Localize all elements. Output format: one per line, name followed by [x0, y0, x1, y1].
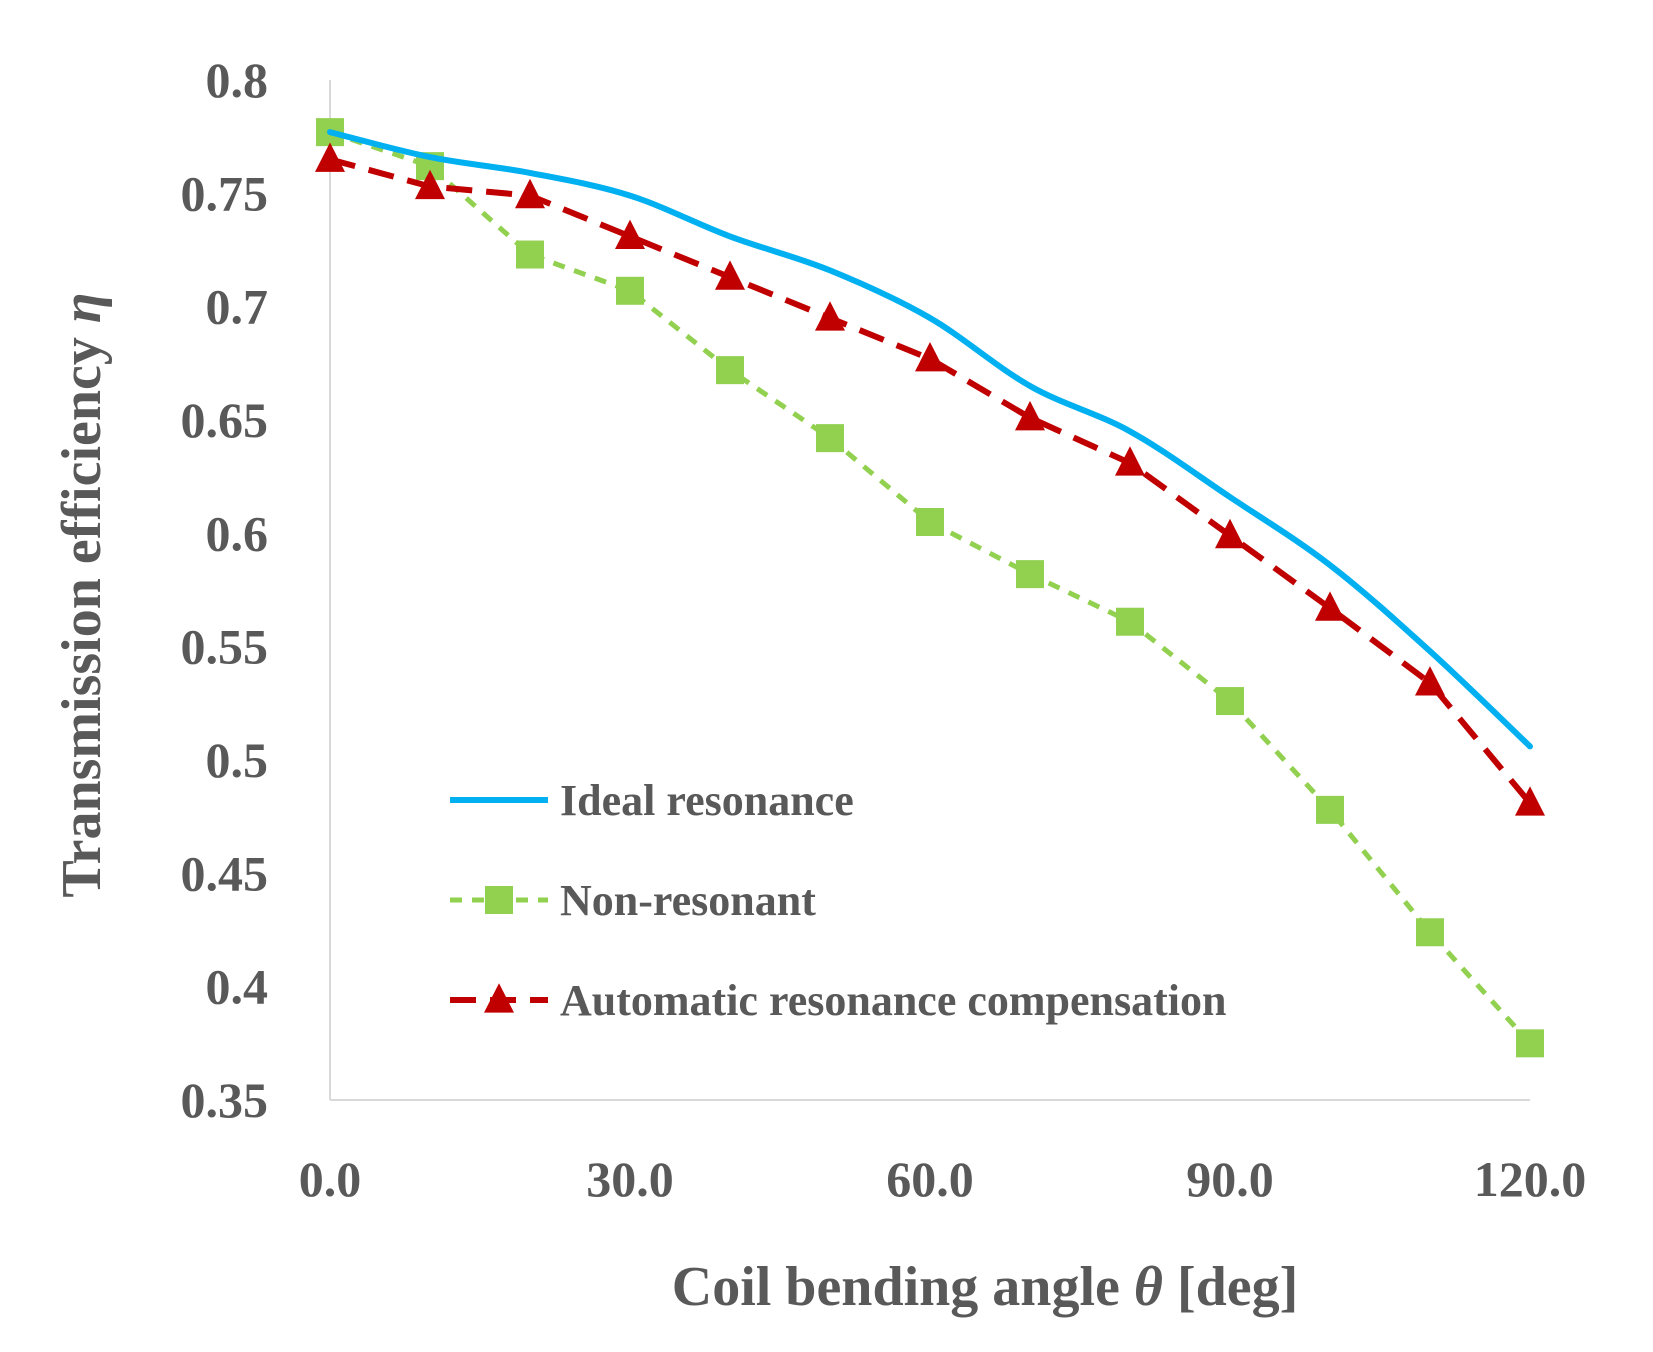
data-point: [1216, 687, 1244, 716]
legend-label: Ideal resonance: [560, 776, 854, 825]
data-point: [1316, 795, 1344, 824]
data-point: [1015, 400, 1045, 431]
data-point: [815, 301, 845, 331]
series-group: [315, 118, 1545, 1058]
x-tick-label: 120.0: [1474, 1151, 1587, 1207]
y-tick-label: 0.45: [181, 845, 269, 901]
data-point: [615, 219, 645, 249]
data-point: [715, 260, 745, 290]
legend-marker: [485, 886, 513, 914]
legend-item: Non-resonant: [450, 876, 816, 925]
x-axis-title: Coil bending angle θ [deg]: [672, 1256, 1298, 1318]
x-tick-label: 90.0: [1186, 1151, 1274, 1207]
y-tick-label: 0.4: [206, 959, 269, 1015]
data-point: [1416, 918, 1444, 947]
x-tick-label: 30.0: [586, 1151, 674, 1207]
legend-marker: [484, 983, 514, 1013]
data-point: [716, 356, 744, 385]
series-line: [329, 156, 1533, 805]
legend-label: Automatic resonance compensation: [560, 976, 1226, 1025]
legend-item: Ideal resonance: [450, 776, 854, 825]
y-tick-label: 0.75: [181, 165, 269, 221]
y-tick-label: 0.35: [181, 1072, 269, 1128]
axes: [329, 80, 1530, 1101]
legend: Ideal resonance Non-resonant Automatic res…: [450, 776, 1226, 1025]
data-point: [1415, 666, 1445, 696]
data-point: [1515, 786, 1545, 816]
data-point: [1115, 446, 1145, 476]
y-tick-label: 0.5: [206, 732, 269, 788]
legend-label: Non-resonant: [560, 876, 816, 925]
y-tick-label: 0.6: [206, 505, 269, 561]
data-point: [1016, 560, 1044, 589]
data-point: [1315, 591, 1345, 621]
data-point: [916, 508, 944, 536]
data-point: [516, 240, 544, 269]
y-tick-label: 0.8: [206, 52, 269, 108]
x-tick-labels: 0.0 30.0 60.0 90.0 120.0: [299, 1151, 1587, 1207]
x-tick-label: 0.0: [299, 1151, 362, 1207]
data-point: [315, 142, 345, 172]
y-tick-label: 0.55: [181, 619, 269, 675]
y-tick-labels: 0.8 0.75 0.7 0.65 0.6 0.55 0.5 0.45 0.4 0.35: [181, 52, 269, 1128]
data-point: [816, 424, 844, 453]
y-tick-label: 0.7: [206, 279, 269, 335]
series-ideal-resonance: [327, 129, 1533, 750]
y-axis-title: Transmission efficiency η: [51, 292, 113, 897]
series-line: [327, 129, 1533, 750]
data-point: [1116, 607, 1144, 636]
data-point: [1215, 518, 1245, 549]
data-point: [1516, 1029, 1544, 1058]
y-tick-label: 0.65: [181, 392, 269, 448]
data-point: [415, 169, 445, 200]
series-automatic-resonance-compensation: [315, 142, 1545, 816]
data-point: [616, 276, 644, 305]
legend-item: Automatic resonance compensation: [450, 976, 1226, 1025]
data-point: [915, 342, 945, 372]
data-point: [515, 178, 545, 209]
x-tick-label: 60.0: [886, 1151, 974, 1207]
